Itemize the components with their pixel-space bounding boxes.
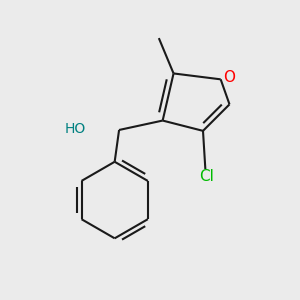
- Text: Cl: Cl: [200, 169, 214, 184]
- Text: O: O: [224, 70, 236, 86]
- Text: HO: HO: [64, 122, 86, 136]
